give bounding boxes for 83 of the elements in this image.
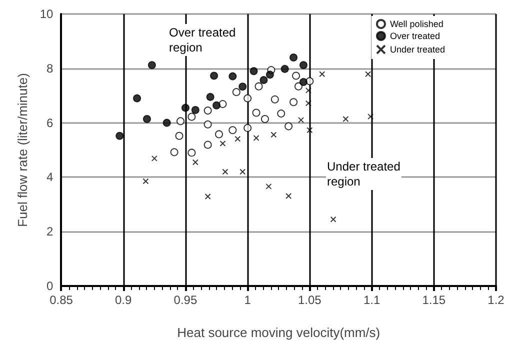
x-tick-label: 0.85 [50, 293, 74, 307]
point [305, 87, 312, 94]
point [286, 192, 292, 199]
point [204, 120, 212, 128]
y-tick-label: 4 [46, 170, 54, 184]
x-axis-title: Heat source moving velocity(mm/s) [177, 325, 380, 340]
legend-label: Under treated [390, 44, 446, 54]
point [290, 98, 298, 106]
annotation: Under treated region [327, 160, 400, 188]
point [305, 100, 312, 106]
y-tick-label: 0 [46, 279, 54, 293]
y-tick-label: 8 [46, 61, 54, 76]
point [365, 71, 372, 78]
point [228, 126, 237, 134]
point [176, 117, 184, 126]
x-tick-label: 1 [244, 293, 252, 307]
point [151, 155, 158, 162]
point [116, 132, 124, 140]
point [266, 183, 272, 190]
point [142, 178, 149, 184]
x-tick-label: 1.1 [363, 293, 380, 307]
point [188, 148, 196, 157]
legend-label: Over treated [390, 31, 440, 41]
y-axis-title: Fuel flow rate (liter/minute) [15, 73, 30, 227]
x-tick-label: 0.9 [115, 293, 132, 307]
point [148, 61, 156, 70]
point [298, 117, 304, 124]
point [260, 114, 269, 123]
point [192, 159, 198, 166]
point [294, 82, 302, 90]
point [204, 194, 211, 200]
point [215, 130, 223, 138]
point [188, 112, 196, 121]
point [254, 82, 263, 90]
point [277, 110, 286, 118]
point [290, 54, 298, 62]
point [142, 114, 151, 123]
point [204, 140, 212, 149]
point [342, 116, 349, 122]
point [330, 216, 336, 222]
point [234, 136, 241, 142]
point [222, 168, 228, 175]
point [270, 95, 279, 104]
x-tick-label: 1.05 [298, 293, 322, 307]
x-tick-label: 0.95 [174, 293, 198, 307]
point [319, 71, 326, 78]
point [212, 101, 221, 110]
point [368, 114, 374, 120]
point [306, 127, 313, 134]
point [253, 135, 260, 142]
point [252, 108, 260, 117]
point [270, 132, 277, 138]
point [228, 72, 237, 80]
point [220, 140, 226, 146]
point [133, 94, 142, 102]
point [244, 124, 252, 132]
annotation: Over treated region [169, 26, 236, 54]
point [292, 72, 300, 80]
point [284, 122, 293, 130]
x-tick-label: 1.2 [488, 293, 505, 307]
point [280, 64, 289, 73]
point [299, 78, 308, 86]
y-tick-label: 2 [46, 224, 54, 239]
point [170, 148, 178, 156]
point [238, 82, 247, 91]
point [210, 72, 218, 80]
y-tick-label: 10 [40, 7, 54, 21]
point [244, 94, 252, 102]
point [299, 61, 308, 70]
point [240, 168, 246, 175]
point [204, 106, 212, 115]
point [181, 104, 190, 112]
point [266, 70, 274, 79]
point [206, 92, 214, 101]
point [175, 132, 184, 140]
point [260, 76, 268, 84]
y-tick-label: 6 [46, 116, 54, 130]
x-tick-label: 1.15 [422, 293, 446, 307]
point [191, 106, 200, 114]
legend-label: Well polished [390, 19, 444, 29]
point [162, 118, 171, 127]
point [250, 67, 258, 76]
point [232, 88, 240, 96]
